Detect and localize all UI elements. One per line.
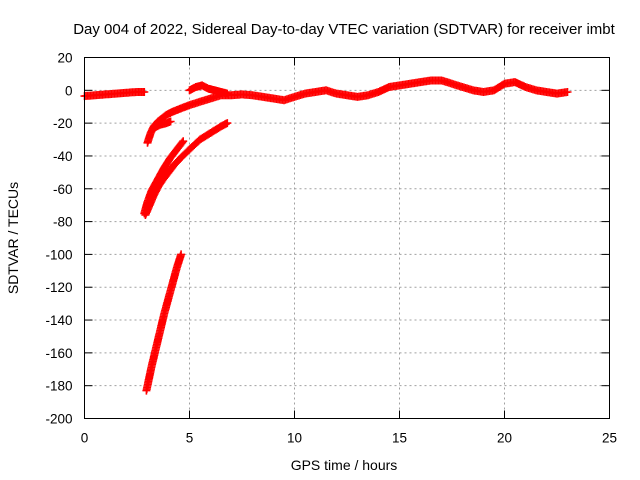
y-tick-label: -40 xyxy=(53,149,73,164)
y-tick-label: -100 xyxy=(45,247,72,262)
y-tick-label: -120 xyxy=(45,280,72,295)
data-point xyxy=(177,250,186,259)
data-point xyxy=(223,89,232,98)
y-tick-label: -200 xyxy=(45,412,72,427)
x-tick-label: 20 xyxy=(497,431,512,446)
y-tick-label: -180 xyxy=(45,379,72,394)
x-axis-label: GPS time / hours xyxy=(291,457,398,473)
y-tick-label: -60 xyxy=(53,182,73,197)
data-point xyxy=(563,88,572,96)
y-tick-label: 20 xyxy=(57,51,72,66)
y-tick-label: -80 xyxy=(53,215,73,230)
plot-frame xyxy=(84,57,610,419)
axis-ticks xyxy=(84,57,610,419)
x-tick-label: 0 xyxy=(81,431,89,446)
y-tick-label: -140 xyxy=(45,313,72,328)
data-point xyxy=(140,88,149,96)
data-point xyxy=(223,119,232,128)
data-point xyxy=(178,138,187,147)
y-tick-label: 0 xyxy=(65,83,73,98)
y-tick-label: -20 xyxy=(53,116,73,131)
x-tick-label: 5 xyxy=(186,431,194,446)
grid xyxy=(84,57,610,419)
chart-title: Day 004 of 2022, Sidereal Day-to-day VTE… xyxy=(73,21,615,38)
x-tick-label: 15 xyxy=(392,431,407,446)
data-point xyxy=(179,137,188,146)
x-tick-labels: 0 5 10 15 20 25 xyxy=(81,431,617,446)
x-tick-label: 25 xyxy=(602,431,617,446)
y-axis-label: SDTVAR / TECUs xyxy=(5,182,21,294)
data-point xyxy=(166,117,175,126)
data-points xyxy=(80,76,572,395)
x-tick-label: 10 xyxy=(287,431,302,446)
y-tick-label: -160 xyxy=(45,346,72,361)
